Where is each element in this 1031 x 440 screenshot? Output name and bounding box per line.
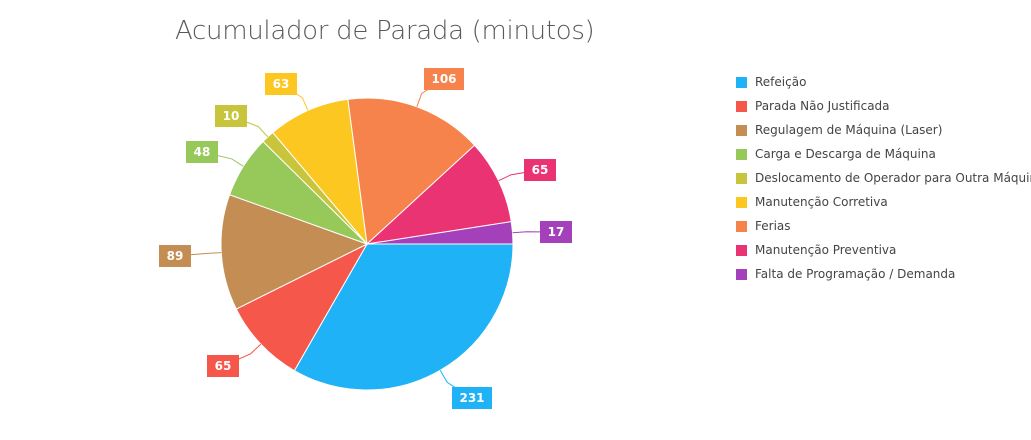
legend-swatch	[736, 76, 747, 88]
legend-entry[interactable]: Refeição	[736, 70, 1031, 94]
legend-entry[interactable]: Manutenção Corretiva	[736, 190, 1031, 214]
legend-swatch	[736, 172, 747, 184]
pie-slice[interactable]	[365, 144, 512, 245]
data-label-box	[207, 355, 239, 377]
data-label-box	[540, 221, 572, 243]
legend-swatch	[736, 124, 747, 136]
legend-swatch	[736, 100, 747, 112]
data-label: 231	[459, 391, 484, 405]
data-label: 10	[223, 109, 240, 123]
legend: Refeição Parada Não Justificada Regulagem …	[736, 70, 1031, 286]
data-label: 65	[215, 359, 232, 373]
data-label-box	[265, 73, 297, 95]
data-label: 48	[194, 145, 211, 159]
legend-label: Falta de Programação / Demanda	[755, 267, 956, 281]
legend-swatch	[736, 268, 747, 280]
data-label: 106	[431, 72, 456, 86]
data-label-box	[424, 68, 464, 90]
legend-entry[interactable]: Carga e Descarga de Máquina	[736, 142, 1031, 166]
legend-entry[interactable]: Ferias	[736, 214, 1031, 238]
legend-label: Deslocamento de Operador para Outra Máqu…	[755, 171, 1031, 185]
data-label-box	[452, 387, 492, 409]
legend-label: Manutenção Corretiva	[755, 195, 888, 209]
pie-slice[interactable]	[293, 243, 514, 391]
legend-entry[interactable]: Manutenção Preventiva	[736, 238, 1031, 262]
data-label-box	[215, 105, 247, 127]
data-label-box	[159, 245, 191, 267]
legend-swatch	[736, 220, 747, 232]
legend-swatch	[736, 148, 747, 160]
data-label: 17	[548, 225, 565, 239]
legend-entry[interactable]: Parada Não Justificada	[736, 94, 1031, 118]
legend-label: Ferias	[755, 219, 791, 233]
data-label: 65	[532, 163, 549, 177]
data-label: 89	[167, 249, 184, 263]
legend-swatch	[736, 196, 747, 208]
legend-label: Carga e Descarga de Máquina	[755, 147, 936, 161]
legend-label: Parada Não Justificada	[755, 99, 890, 113]
legend-label: Regulagem de Máquina (Laser)	[755, 123, 943, 137]
legend-label: Manutenção Preventiva	[755, 243, 897, 257]
legend-entry[interactable]: Falta de Programação / Demanda	[736, 262, 1031, 286]
chart-title: Acumulador de Parada (minutos)	[175, 16, 595, 46]
data-label-box	[186, 141, 218, 163]
pie-slice[interactable]	[272, 98, 368, 246]
legend-entry[interactable]: Deslocamento de Operador para Outra Máqu…	[736, 166, 1031, 190]
legend-label: Refeição	[755, 75, 807, 89]
legend-swatch	[736, 244, 747, 256]
legend-entry[interactable]: Regulagem de Máquina (Laser)	[736, 118, 1031, 142]
pie-slice[interactable]	[235, 242, 369, 372]
data-label-box	[524, 159, 556, 181]
pie-slice[interactable]	[366, 221, 514, 245]
data-label: 63	[273, 77, 290, 91]
